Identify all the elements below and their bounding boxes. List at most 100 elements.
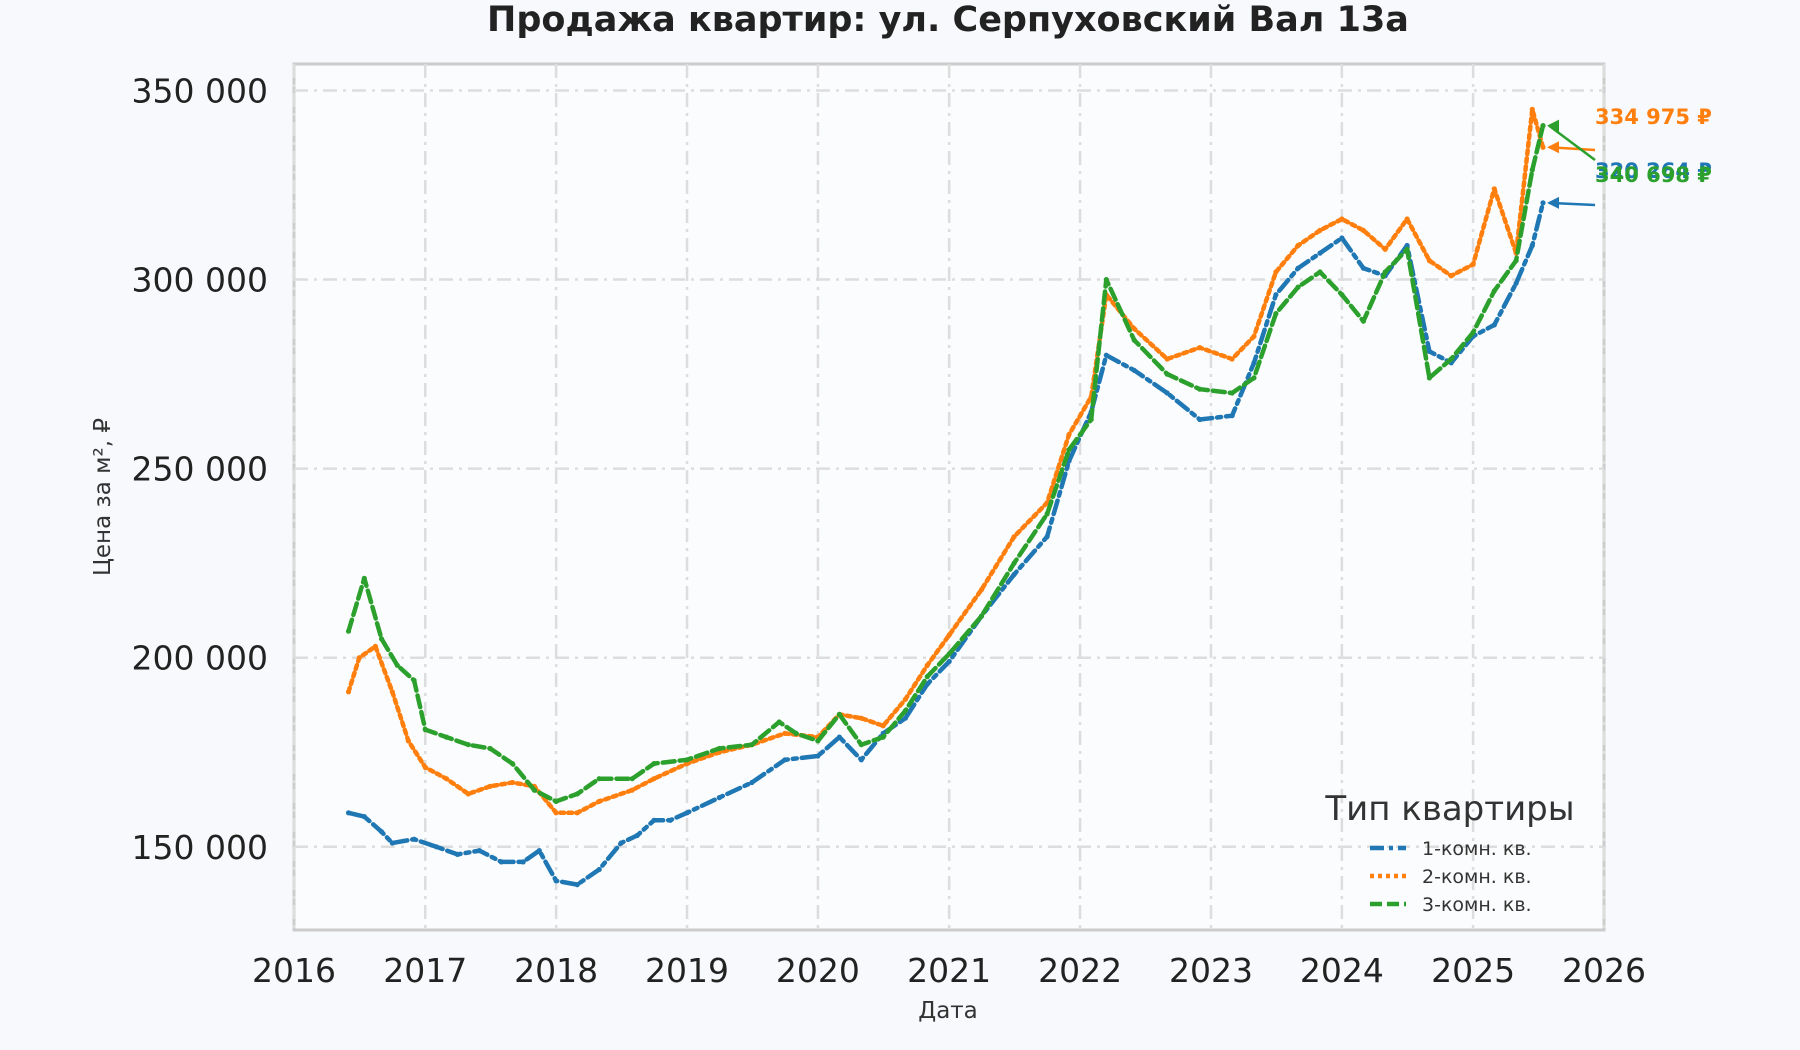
series-2-point <box>509 779 515 786</box>
series-1-point <box>1339 235 1345 241</box>
series-1-point <box>433 844 439 850</box>
series-3-point <box>1470 329 1476 336</box>
series-1-point <box>476 848 482 854</box>
legend-items: 1-комн. кв. 2-комн. кв. 3-комн. кв. <box>1370 838 1532 916</box>
series-1-arrow-head <box>1547 196 1560 209</box>
series-2-point <box>1295 242 1301 249</box>
series-1-point <box>389 840 395 846</box>
series-1-point <box>651 817 657 823</box>
series-1-point <box>782 757 788 763</box>
series-3-point <box>684 757 690 763</box>
end-labels: 320 264 ₽ 334 975 ₽ 340 698 ₽ <box>1547 105 1712 209</box>
series-1-point <box>378 829 385 835</box>
series-1-point <box>345 810 352 816</box>
series-3-point <box>651 761 657 767</box>
series-3-point <box>1251 375 1257 381</box>
series-1-point <box>1103 352 1109 358</box>
plot-area <box>292 62 1606 932</box>
series-1-point <box>454 851 461 858</box>
series-1-point <box>946 658 952 665</box>
series-2-point <box>405 738 411 744</box>
series-3-point <box>749 742 755 748</box>
x-tick-label: 2019 <box>645 951 729 990</box>
series-3-point <box>1513 258 1519 264</box>
series-1-point <box>1426 348 1432 354</box>
series-2-point <box>1066 432 1072 438</box>
series-2-point <box>1273 269 1279 275</box>
series-1-point <box>1251 360 1257 366</box>
series-2-point <box>1491 186 1497 192</box>
series-3-point <box>1448 356 1454 362</box>
series-2-point <box>1448 273 1454 279</box>
series-2-point <box>1540 144 1546 150</box>
series-3-point <box>946 651 952 657</box>
x-tick-label: 2018 <box>514 951 598 990</box>
series-1-line <box>346 200 1546 887</box>
series-2-point <box>1382 246 1388 252</box>
chart-title: Продажа квартир: ул. Серпуховский Вал 13… <box>487 0 1409 40</box>
series-1-point <box>553 878 559 884</box>
series-3-point <box>361 575 367 581</box>
x-axis-label: Дата <box>918 998 978 1024</box>
series-3-point <box>815 738 821 744</box>
series-3-point <box>1088 416 1094 423</box>
series-3-point <box>1529 167 1535 173</box>
series-2-point <box>902 696 909 702</box>
series-2-point <box>1197 345 1203 351</box>
series-3-point <box>509 761 515 767</box>
series-1-point <box>498 859 504 865</box>
series-2-point <box>422 764 428 771</box>
series-1-point <box>596 866 602 873</box>
series-1-point <box>836 734 843 740</box>
series-3-point <box>422 727 428 733</box>
series-2-point <box>1317 227 1323 233</box>
series-2-point <box>1404 216 1410 222</box>
y-tick-label: 350 000 <box>132 71 268 110</box>
series-1-point <box>716 795 722 801</box>
legend-title: Тип квартиры <box>1324 789 1574 829</box>
series-2-point <box>978 587 985 593</box>
series-3-point <box>793 730 799 737</box>
series-1-point <box>684 810 690 816</box>
series-3-point <box>1360 318 1366 324</box>
series-3-point <box>1491 288 1497 294</box>
series-2-point <box>880 723 886 729</box>
series-2-point <box>1470 261 1476 267</box>
series-1-point <box>1529 242 1535 249</box>
series-3-end-arrow <box>1548 124 1596 162</box>
series-1-point <box>1317 250 1323 256</box>
series-3-point <box>1011 560 1017 566</box>
series-2-point <box>1360 227 1366 233</box>
series-3-point <box>596 776 602 782</box>
series-3-point <box>1229 390 1235 396</box>
series-2-arrow-head <box>1547 141 1560 154</box>
series-2-point <box>924 662 930 668</box>
series-2-point <box>1251 333 1257 339</box>
series-3-point <box>531 787 537 793</box>
series-3-point <box>1404 246 1410 252</box>
series-2-point <box>356 655 362 661</box>
series-2-point <box>465 791 471 797</box>
series-1-point <box>1360 265 1366 271</box>
series-3-point <box>978 613 985 619</box>
series-1-point <box>1044 534 1050 540</box>
x-tick-label: 2016 <box>252 951 336 990</box>
series-2-point <box>1011 534 1017 540</box>
x-tick-label: 2022 <box>1038 951 1122 990</box>
series-1-point <box>1011 571 1017 578</box>
series-1-point <box>749 779 755 786</box>
series-3-legend-label: 3-комн. кв. <box>1422 894 1532 916</box>
series-3-point <box>1164 371 1170 377</box>
series-1-point <box>1295 265 1301 271</box>
series-1-point <box>411 836 417 842</box>
series-3-point <box>394 662 400 668</box>
series-1-point <box>1513 280 1519 286</box>
series-2-point <box>596 798 602 805</box>
series-2-point <box>1164 356 1170 362</box>
series-1-point <box>536 848 542 854</box>
series-3-point <box>902 708 909 714</box>
x-tick-label: 2020 <box>776 951 860 990</box>
series-3-point <box>1295 284 1301 290</box>
series-3-point <box>574 791 580 797</box>
